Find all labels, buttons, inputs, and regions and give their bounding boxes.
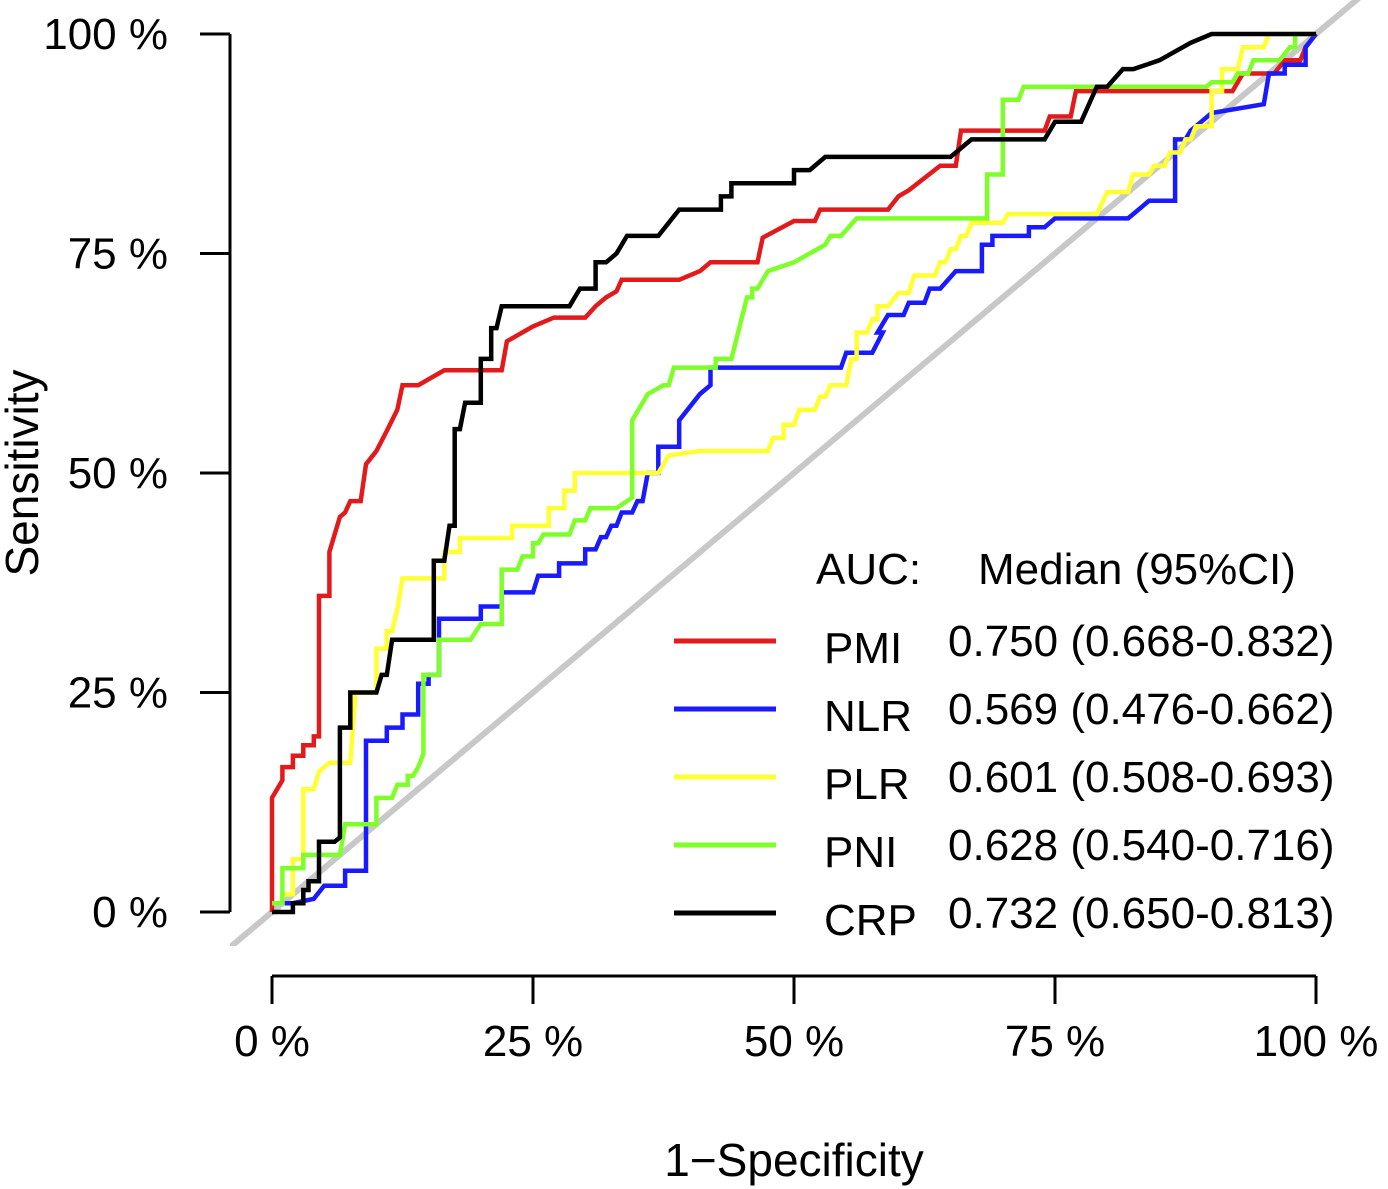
x-tick-label: 0 % [234,1017,310,1066]
series-line-nlr [272,32,1318,906]
y-tick-label: 50 % [68,449,168,498]
legend-label-plr: PLR [824,760,910,809]
y-tick-label: 100 % [43,10,168,59]
y-tick-label: 25 % [68,669,168,718]
axes: 0 % 25 % 50 % 75 % 100 % 0 % 25 % 50 % 75 % 100 … [0,10,1378,1186]
y-tick-label: 0 % [92,888,168,937]
legend-auc-crp: 0.732 (0.650-0.813) [948,889,1335,938]
y-ticks: 0 % 25 % 50 % 75 % 100 % [43,10,230,937]
legend-entries: PMI 0.750 (0.668-0.832) NLR 0.569 (0.476-0.… [674,617,1335,945]
legend-label-nlr: NLR [824,692,912,741]
legend: AUC: Median (95%CI) PMI 0.750 (0.668-0.83… [674,545,1335,945]
legend-label-pmi: PMI [824,624,902,673]
y-axis-label: Sensitivity [0,369,48,576]
series-line-pmi [269,32,1318,912]
x-tick-label: 75 % [1005,1017,1105,1066]
reference-diagonal [230,0,1362,946]
legend-label-pni: PNI [824,828,897,877]
x-axis-label: 1−Specificity [664,1134,924,1186]
series-line-plr [272,31,1316,906]
legend-auc-pni: 0.628 (0.540-0.716) [948,821,1335,870]
x-ticks: 0 % 25 % 50 % 75 % 100 % [234,976,1378,1066]
plot-area [230,0,1362,946]
series-line-pni [272,31,1316,906]
x-tick-label: 100 % [1254,1017,1379,1066]
x-tick-label: 25 % [483,1017,583,1066]
legend-auc-pmi: 0.750 (0.668-0.832) [948,617,1335,666]
legend-header-auc: AUC: [816,545,921,594]
legend-label-crp: CRP [824,896,917,945]
y-tick-label: 75 % [68,230,168,279]
x-tick-label: 50 % [744,1017,844,1066]
series-line-crp [272,31,1316,915]
legend-header-stat: Median (95%CI) [978,545,1296,594]
legend-auc-nlr: 0.569 (0.476-0.662) [948,685,1335,734]
legend-auc-plr: 0.601 (0.508-0.693) [948,753,1335,802]
